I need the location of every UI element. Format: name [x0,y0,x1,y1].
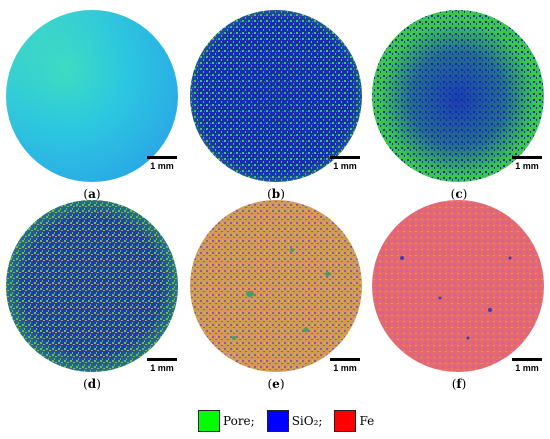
legend-entry-fe: Fe [334,410,374,432]
scale-bar-label: 1 mm [150,161,174,171]
scale-bar-line [147,156,177,159]
panel-d-image [4,198,180,374]
legend-swatch-fe [334,410,357,432]
legend-label-sio2: SiO₂; [291,414,323,428]
scale-bar-line [147,358,177,361]
scale-bar-label: 1 mm [333,161,357,171]
scale-bar-line [512,358,542,361]
legend-label-fe: Fe [359,414,375,428]
scale-bar-line [330,358,360,361]
scale-bar-label: 1 mm [333,363,357,373]
caption-letter: c [455,187,463,201]
scale-bar-line [330,156,360,159]
caption-letter: b [271,187,281,201]
legend-entry-pore: Pore; [198,410,255,432]
legend: Pore; SiO₂; Fe [198,409,386,433]
panel-b-image [188,8,364,184]
caption-letter: a [88,187,96,201]
caption-c: (c) [450,187,468,201]
scale-bar-line [512,156,542,159]
panel-f-image [370,198,546,374]
caption-letter: d [87,377,97,391]
scale-bar-f: 1 mm [512,358,542,376]
caption-letter: f [456,377,462,391]
caption-e: (e) [267,377,285,391]
legend-swatch-pore [198,410,220,432]
scale-bar-a: 1 mm [147,156,177,174]
scale-bar-e: 1 mm [330,358,360,376]
panel-c-image [370,8,546,184]
scale-bar-label: 1 mm [515,363,539,373]
legend-label-pore: Pore; [223,414,255,428]
scale-bar-c: 1 mm [512,156,542,174]
scale-bar-label: 1 mm [515,161,539,171]
scale-bar-label: 1 mm [150,363,174,373]
panel-a-image [4,8,180,184]
caption-a: (a) [83,187,101,201]
legend-swatch-sio2 [266,410,289,432]
caption-b: (b) [267,187,285,201]
scale-bar-d: 1 mm [147,358,177,376]
scale-bar-b: 1 mm [330,156,360,174]
caption-d: (d) [83,377,101,391]
panel-e-image [188,198,364,374]
caption-f: (f) [451,377,467,391]
legend-entry-sio2: SiO₂; [266,410,323,432]
caption-letter: e [272,377,280,391]
